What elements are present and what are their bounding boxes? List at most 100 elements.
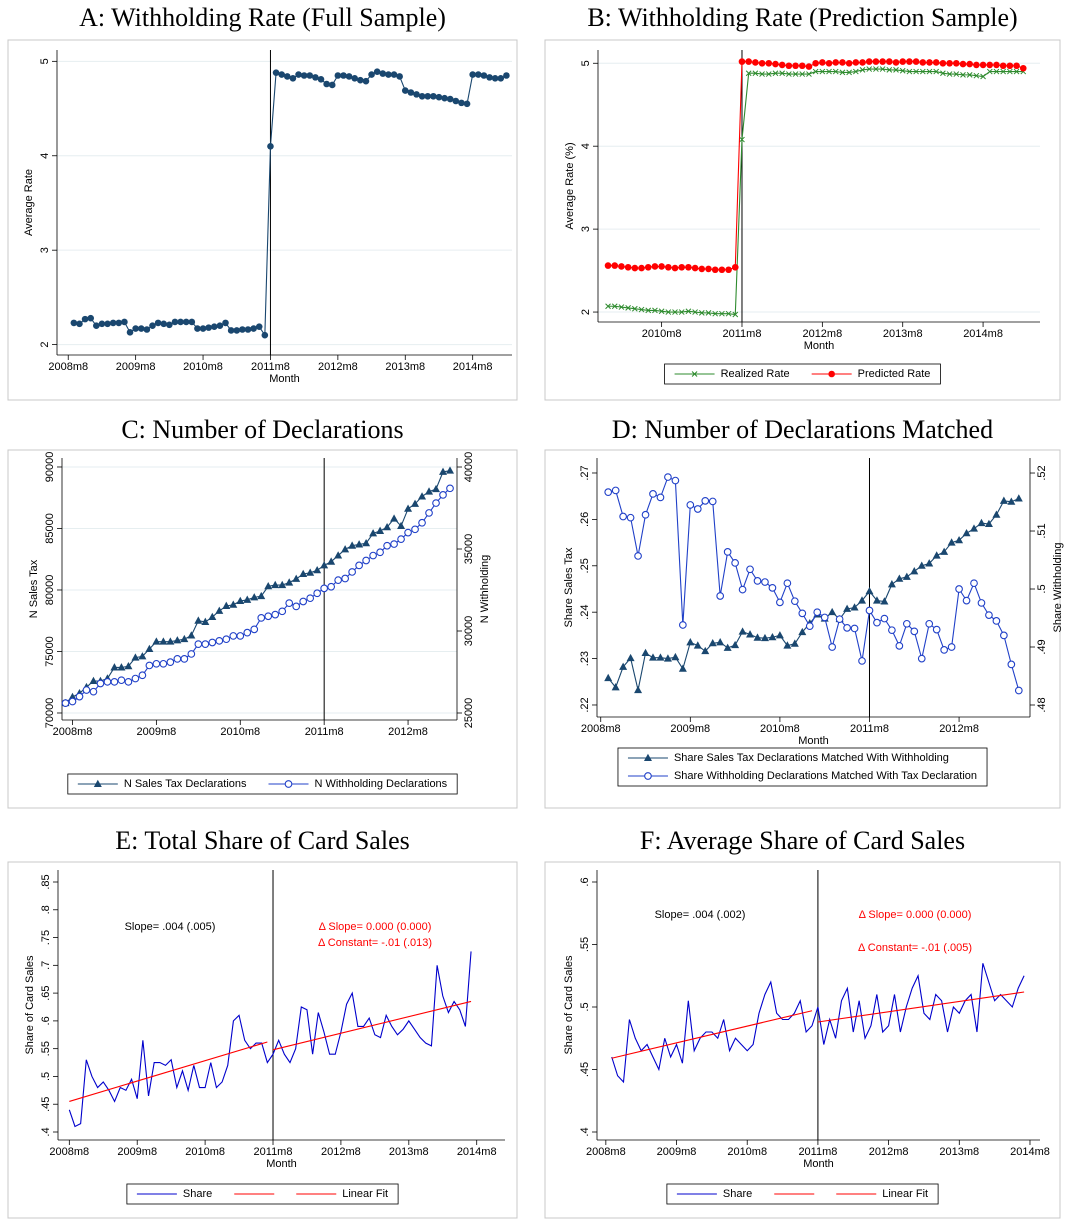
point: [919, 59, 927, 66]
x-tick-label: 2011m8: [251, 361, 290, 373]
point: [216, 322, 224, 330]
point: [152, 637, 161, 645]
point: [644, 772, 652, 780]
point: [912, 58, 920, 65]
point: [618, 263, 625, 270]
point: [970, 524, 979, 532]
x-tick-label: 2011m8: [850, 723, 889, 735]
x-axis-title: Month: [798, 735, 829, 747]
x-tick-label: 2008m8: [586, 1146, 626, 1158]
chart-title: E: Total Share of Card Sales: [115, 826, 409, 855]
x-tick-label: 2012m8: [869, 1146, 909, 1158]
point: [257, 591, 266, 600]
point: [98, 320, 106, 328]
point: [446, 466, 455, 474]
point: [250, 325, 257, 332]
point: [917, 654, 926, 663]
annotation: Slope= .004 (.005): [125, 921, 216, 933]
point: [850, 624, 859, 633]
point: [497, 75, 505, 82]
x-tick-label: 2014m8: [453, 361, 493, 373]
point: [604, 262, 612, 269]
point: [458, 99, 465, 107]
point: [798, 609, 807, 618]
series-line: [272, 1000, 472, 1051]
point: [1013, 68, 1020, 75]
point: [910, 567, 919, 575]
point: [619, 512, 627, 521]
point: [790, 639, 799, 647]
point: [411, 499, 420, 507]
point: [812, 59, 819, 67]
point: [334, 551, 343, 559]
x-tick-label: 2008m8: [581, 723, 621, 735]
panel: [7, 39, 518, 401]
point: [711, 266, 719, 274]
legend-label: Share: [723, 1188, 752, 1200]
legend-label: Predicted Rate: [858, 368, 931, 380]
point: [656, 493, 665, 502]
point: [182, 318, 190, 326]
y-tick-label: .4: [40, 1127, 52, 1136]
point: [985, 611, 993, 619]
point: [368, 71, 375, 78]
chart-title: F: Average Share of Card Sales: [640, 826, 965, 855]
y-axis-title: Share Sales Tax: [563, 547, 575, 627]
point: [895, 574, 904, 582]
point: [222, 635, 231, 644]
point: [952, 59, 960, 67]
legend: Realized Rate Predicted Rate: [664, 363, 941, 385]
point: [783, 641, 792, 649]
point: [705, 265, 712, 273]
point: [208, 638, 217, 647]
y-axis-title: Share of Card Sales: [563, 955, 575, 1055]
x-tick-label: 2010m8: [220, 726, 260, 738]
point: [215, 606, 224, 614]
point: [678, 664, 687, 672]
point: [866, 66, 873, 72]
point: [404, 528, 412, 537]
series-line: [611, 963, 1025, 1084]
point: [68, 697, 77, 706]
point: [962, 529, 971, 537]
y-tick-label: .5: [579, 1002, 591, 1011]
point: [355, 540, 364, 548]
x-tick-label: 2008m8: [53, 726, 93, 738]
point: [645, 307, 652, 314]
x-tick-label: 2009m8: [657, 1146, 697, 1158]
point: [618, 304, 625, 310]
point: [104, 320, 111, 328]
point: [641, 648, 650, 657]
point: [115, 319, 123, 327]
y-tick-label: .75: [40, 930, 52, 945]
point: [292, 574, 301, 582]
point: [397, 521, 406, 530]
point: [626, 653, 635, 662]
y2-tick-label: .52: [1036, 465, 1048, 480]
point: [154, 319, 162, 327]
y-tick-label: 5: [580, 60, 592, 66]
point: [1019, 64, 1027, 72]
y-tick-label: 90000: [44, 452, 56, 483]
x-axis-title: Month: [269, 373, 300, 385]
legend: N Sales Tax Declarations N Withholding De…: [67, 773, 458, 795]
point: [731, 640, 740, 649]
point: [439, 491, 447, 499]
point: [953, 71, 960, 77]
point: [327, 557, 336, 565]
x-tick-label: 2008m8: [48, 361, 88, 373]
point: [887, 580, 896, 588]
y-axis-title: Average Rate (%): [564, 142, 576, 229]
point: [159, 637, 168, 645]
point: [765, 59, 773, 67]
x-tick-label: 2010m8: [727, 1146, 767, 1158]
point: [369, 551, 377, 560]
x-tick-label: 2010m8: [183, 361, 223, 373]
annotation: Δ Constant= -.01 (.005): [858, 942, 972, 954]
point: [271, 610, 280, 619]
point: [648, 653, 657, 661]
point: [75, 692, 84, 701]
point: [999, 496, 1008, 504]
point: [244, 326, 252, 333]
